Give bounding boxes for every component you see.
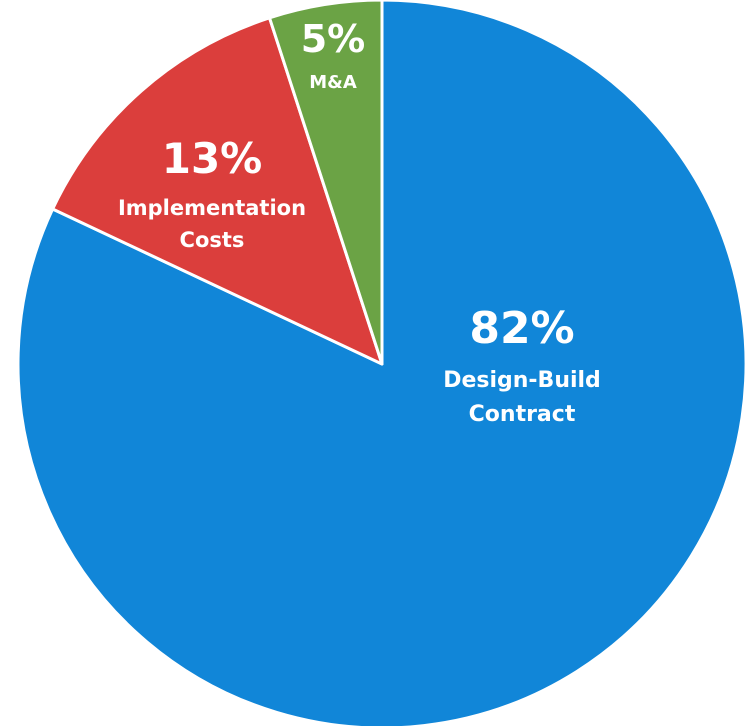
slice-category-label: Design-Build: [443, 368, 601, 393]
slice-percent-label: 13%: [162, 134, 263, 183]
slice-category-label: Costs: [180, 228, 245, 252]
slice-category-label: M&A: [309, 72, 357, 93]
slice-category-label: Contract: [469, 402, 576, 427]
slice-percent-label: 5%: [301, 17, 366, 61]
slice-percent-label: 82%: [469, 303, 574, 354]
pie-slice: [16, 0, 745, 726]
pie-slice: [51, 16, 384, 366]
pie-slice: [268, 0, 384, 366]
slice-category-label: Implementation: [118, 196, 306, 220]
pie-slices: [16, 0, 745, 726]
pie-labels: 82% Design-Build Contract 13% Implementation…: [118, 17, 601, 427]
